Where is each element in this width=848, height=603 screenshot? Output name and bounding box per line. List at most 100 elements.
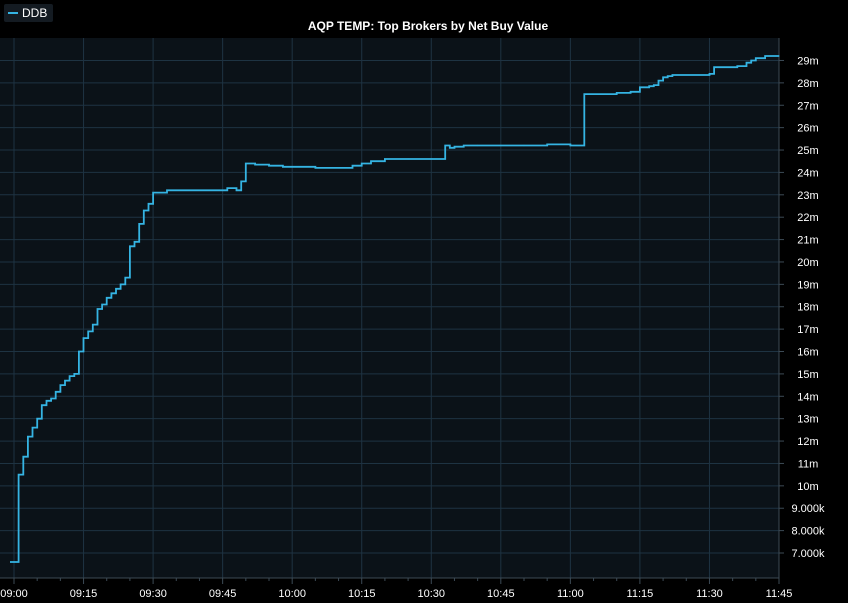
x-tick-label: 11:00 xyxy=(557,588,584,600)
data-point xyxy=(337,167,340,169)
y-tick-label: 25m xyxy=(797,145,818,157)
data-point xyxy=(59,384,62,386)
y-tick-label: 17m xyxy=(797,324,818,336)
data-point xyxy=(616,92,618,94)
x-tick-label: 09:00 xyxy=(0,588,28,600)
data-point xyxy=(143,209,145,212)
data-point xyxy=(778,55,780,57)
y-tick-label: 19m xyxy=(797,279,818,291)
y-tick-label: 20m xyxy=(797,257,818,269)
data-point xyxy=(671,74,674,76)
data-point xyxy=(73,373,75,375)
data-point xyxy=(235,189,238,191)
data-point xyxy=(240,180,242,182)
data-point xyxy=(314,167,316,169)
y-tick-label: 7.000k xyxy=(791,548,825,560)
y-tick-label: 14m xyxy=(797,391,818,403)
data-point xyxy=(449,147,451,149)
data-point xyxy=(115,288,117,290)
y-tick-label: 9.000k xyxy=(791,503,825,515)
x-tick-label: 10:45 xyxy=(487,588,515,600)
data-point xyxy=(477,144,479,147)
y-tick-label: 29m xyxy=(797,55,818,67)
y-tick-label: 27m xyxy=(797,100,818,112)
data-point xyxy=(755,57,757,59)
data-point xyxy=(78,350,80,353)
data-point xyxy=(13,561,15,563)
data-point xyxy=(453,146,456,148)
data-point xyxy=(41,404,43,406)
data-point xyxy=(31,427,34,429)
data-point xyxy=(750,59,752,62)
data-point xyxy=(69,375,71,377)
y-tick-label: 22m xyxy=(797,212,818,224)
data-point xyxy=(736,65,738,67)
legend[interactable]: DDB xyxy=(4,4,54,22)
data-point xyxy=(370,160,372,162)
x-tick-label: 11:15 xyxy=(627,588,654,600)
data-point xyxy=(147,203,150,205)
series-layer xyxy=(10,55,780,563)
data-point xyxy=(657,80,660,82)
data-point xyxy=(407,158,409,160)
y-tick-label: 28m xyxy=(797,78,818,90)
y-tick-label: 18m xyxy=(797,302,818,314)
data-point xyxy=(36,418,38,420)
data-point xyxy=(583,93,585,95)
y-tick-label: 16m xyxy=(797,347,818,359)
data-point xyxy=(152,192,154,194)
data-point xyxy=(630,91,632,93)
data-point xyxy=(27,436,29,438)
x-tick-label: 10:30 xyxy=(418,588,446,600)
data-point xyxy=(268,165,270,167)
x-axis-tick-labels: 09:00 09:15 09:30 09:45 10:00 10:15 10:30 10:45… xyxy=(0,588,792,600)
data-point xyxy=(138,223,140,225)
x-tick-label: 11:45 xyxy=(766,588,793,600)
y-axis-tick-labels: 7.000k 8.000k 9.000k 10m 11m 12m 13m 14m 15m 16m 1… xyxy=(791,55,825,560)
data-point xyxy=(129,245,131,247)
grid-lines xyxy=(0,38,780,578)
x-tick-label: 09:30 xyxy=(139,588,167,600)
data-point xyxy=(361,162,363,165)
y-tick-label: 12m xyxy=(797,436,818,448)
data-point xyxy=(708,73,711,75)
data-point xyxy=(96,308,99,310)
plot-background xyxy=(0,38,779,578)
data-point xyxy=(166,189,168,191)
x-tick-label: 10:15 xyxy=(348,588,376,600)
data-point xyxy=(648,85,650,87)
data-point xyxy=(106,297,108,299)
data-point xyxy=(713,66,715,68)
data-point xyxy=(662,76,664,78)
data-point xyxy=(384,158,386,160)
data-point xyxy=(50,397,52,400)
x-tick-label: 10:00 xyxy=(278,588,306,600)
data-point xyxy=(92,324,94,326)
y-tick-label: 15m xyxy=(797,369,818,381)
data-point xyxy=(198,189,201,191)
data-point xyxy=(245,162,247,165)
y-tick-label: 24m xyxy=(797,167,818,179)
data-point xyxy=(64,380,66,382)
y-tick-label: 23m xyxy=(797,190,818,202)
x-tick-label: 09:45 xyxy=(209,588,237,600)
axes xyxy=(0,38,784,584)
data-point xyxy=(18,474,20,476)
data-point xyxy=(82,337,85,339)
data-point xyxy=(282,166,284,168)
data-point xyxy=(254,164,256,166)
y-tick-label: 13m xyxy=(797,414,818,426)
data-point xyxy=(55,391,57,393)
data-point xyxy=(444,144,446,147)
data-point xyxy=(133,241,136,243)
y-tick-label: 10m xyxy=(797,481,818,493)
data-point xyxy=(764,55,766,57)
data-point xyxy=(639,86,641,88)
data-point xyxy=(226,187,228,189)
chart-title: AQP TEMP: Top Brokers by Net Buy Value xyxy=(307,19,549,33)
y-tick-label: 8.000k xyxy=(791,526,825,538)
data-point xyxy=(22,456,24,458)
data-point xyxy=(653,84,655,86)
legend-label-ddb: DDB xyxy=(22,6,48,20)
